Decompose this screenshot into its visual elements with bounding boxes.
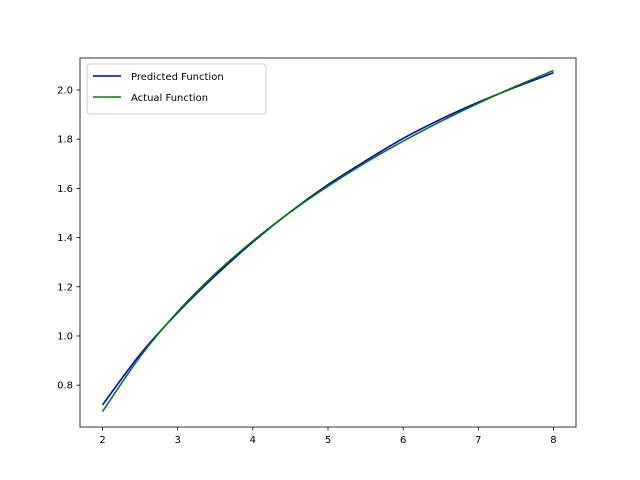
y-tick-label: 2.0: [57, 85, 73, 96]
x-tick-label: 6: [400, 435, 406, 446]
y-tick-label: 1.8: [57, 135, 73, 146]
y-tick-label: 1.4: [57, 233, 73, 244]
y-tick-label: 0.8: [57, 381, 73, 392]
legend: Predicted Function Actual Function: [86, 63, 267, 115]
x-tick-label: 4: [250, 435, 256, 446]
y-tick-label: 1.0: [57, 331, 73, 342]
x-tick-label: 2: [99, 435, 105, 446]
x-tick-label: 5: [325, 435, 331, 446]
x-axis: 2 3 4 5 6 7 8: [99, 427, 557, 446]
y-tick-label: 1.2: [57, 282, 73, 293]
legend-entry-label: Actual Function: [131, 93, 208, 104]
legend-box: [86, 63, 267, 115]
legend-entry-label: Predicted Function: [131, 72, 224, 83]
x-tick-label: 8: [550, 435, 556, 446]
plot-area-frame: [79, 57, 577, 428]
x-tick-label: 3: [175, 435, 181, 446]
y-tick-label: 1.6: [57, 184, 73, 195]
x-tick-label: 7: [475, 435, 481, 446]
plot-lines: [101, 69, 554, 412]
series-line-actual: [101, 69, 554, 412]
y-axis: 0.8 1.0 1.2 1.4 1.6 1.8 2.0: [57, 85, 80, 392]
